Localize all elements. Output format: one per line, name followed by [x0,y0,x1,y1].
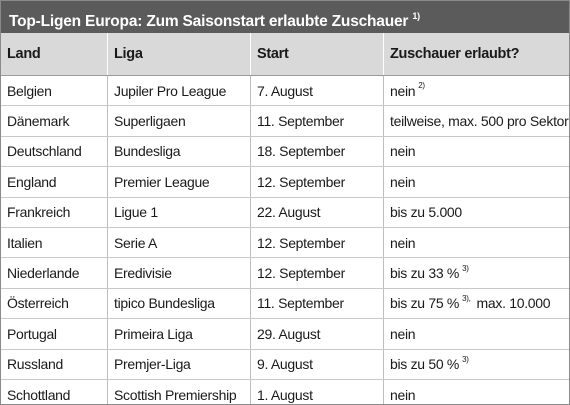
zuschauer-text: bis zu 75 % [390,295,460,312]
zuschauer-text: teilweise, max. 500 pro Sektor [390,113,569,130]
header-liga: Liga [107,33,250,75]
cell-start: 9. August [250,349,383,379]
table-row: Italien Serie A 12. September nein [1,227,569,259]
cell-land: Schottland [7,386,71,403]
cell-land: England [7,173,57,190]
cell-liga: tipico Bundesliga [107,288,250,319]
zuschauer-text: nein [390,143,416,160]
cell-zuschauer: nein [383,379,569,404]
cell-land: Portugal [7,325,57,342]
cell-land: Belgien [7,82,52,99]
cell-liga: Premier League [107,167,250,197]
cell-start: 29. August [250,319,383,349]
table-row: Österreich tipico Bundesliga 11. September… [1,288,569,320]
zuschauer-text: bis zu 33 % [390,265,460,282]
cell-start: 7. August [250,76,383,106]
cell-zuschauer: nein [383,227,569,258]
cell-start: 1. August [250,379,383,404]
cell-liga: Premjer-Liga [107,349,250,379]
header-start: Start [250,33,383,75]
cell-zuschauer: bis zu 75 % 3), max. 10.000 [383,288,569,319]
cell-start: 22. August [250,197,383,227]
footnote-marker: 3) [462,354,469,364]
cell-start: 11. September [250,106,383,136]
cell-liga: Jupiler Pro League [107,76,250,106]
cell-zuschauer: nein [383,167,569,197]
cell-liga: Bundesliga [107,136,250,167]
footnote-marker: 3) [462,263,469,273]
table-body: Belgien Jupiler Pro League 7. August nein 2)… [1,76,569,404]
cell-zuschauer: bis zu 5.000 [383,197,569,227]
cell-liga: Primeira Liga [107,319,250,349]
cell-land: Frankreich [7,204,71,221]
cell-start: 12. September [250,227,383,258]
cell-liga: Ligue 1 [107,197,250,227]
footnote-marker: 3), [462,293,471,303]
cell-land: Dänemark [7,113,70,130]
cell-zuschauer: teilweise, max. 500 pro Sektor [383,106,569,136]
table-row: Schottland Scottish Premiership 1. August n… [1,379,569,404]
footnote-marker: 2) [418,81,425,91]
zuschauer-text: nein [390,234,416,251]
cell-liga: Eredivisie [107,258,250,288]
zuschauer-text: bis zu 50 % [390,356,460,373]
zuschauer-text: nein [390,82,416,99]
zuschauer-text: nein [390,325,416,342]
cell-start: 11. September [250,288,383,319]
table-row: Deutschland Bundesliga 18. September nein [1,136,569,168]
table-header: Land Liga Start Zuschauer erlaubt? [1,33,569,76]
header-zuschauer: Zuschauer erlaubt? [383,33,569,75]
table-row: Frankreich Ligue 1 22. August bis zu 5.000 [1,197,569,228]
table-title: Top-Ligen Europa: Zum Saisonstart erlaub… [1,1,569,33]
cell-zuschauer: nein 2) [383,76,569,106]
cell-land: Niederlande [7,265,80,282]
table-row: Niederlande Eredivisie 12. September bis zu… [1,258,569,289]
cell-land: Italien [7,234,43,251]
table-title-text: Top-Ligen Europa: Zum Saisonstart erlaub… [9,13,409,31]
cell-zuschauer: nein [383,319,569,349]
cell-start: 12. September [250,258,383,288]
header-land: Land [7,46,41,62]
table-row: Russland Premjer-Liga 9. August bis zu 50 %… [1,349,569,380]
zuschauer-text: nein [390,386,416,403]
zuschauer-extra: max. 10.000 [476,295,551,312]
cell-liga: Scottish Premiership [107,379,250,404]
table-row: Portugal Primeira Liga 29. August nein [1,319,569,350]
cell-land: Österreich [7,295,69,312]
cell-land: Russland [7,356,63,373]
table-row: Belgien Jupiler Pro League 7. August nein 2) [1,76,569,107]
zuschauer-text: nein [390,173,416,190]
zuschauer-text: bis zu 5.000 [390,204,462,221]
cell-liga: Superligaen [107,106,250,136]
table-title-footnote: 1) [412,11,420,21]
table-row: England Premier League 12. September nein [1,167,569,198]
table-row: Dänemark Superligaen 11. September teilweis… [1,106,569,137]
cell-liga: Serie A [107,227,250,258]
cell-zuschauer: nein [383,136,569,167]
cell-land: Deutschland [7,143,82,160]
cell-start: 12. September [250,167,383,197]
cell-zuschauer: bis zu 50 % 3) [383,349,569,379]
cell-zuschauer: bis zu 33 % 3) [383,258,569,288]
cell-start: 18. September [250,136,383,167]
